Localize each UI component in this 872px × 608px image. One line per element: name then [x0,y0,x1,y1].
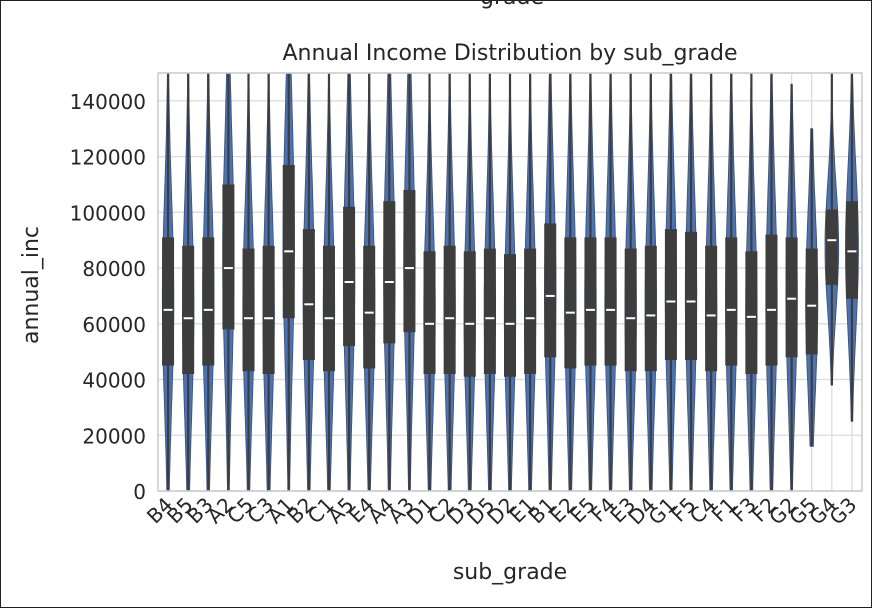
violin-iqr-box [443,245,456,374]
violin-D2 [503,72,517,492]
violin-G1 [664,72,677,492]
violin-iqr-box [363,245,376,369]
violin-iqr-box [483,248,496,374]
violin-iqr-box [785,237,798,358]
figure-suptitle: grade [480,0,544,10]
violin-iqr-box [805,248,818,355]
y-tick-label: 0 [133,480,146,504]
violin-iqr-box [705,245,718,372]
y-tick-label: 40000 [82,369,146,393]
violin-iqr-box [202,237,215,366]
violin-iqr-box [644,245,657,372]
violin-C4 [705,72,718,492]
x-tick-label: G3 [825,493,862,530]
violin-A5 [342,72,356,492]
violin-F1 [725,72,738,492]
violin-iqr-box [725,237,738,366]
violin-D1 [423,72,436,492]
violin-D4 [644,72,657,492]
violin-B5 [181,72,195,492]
violin-F5 [684,72,698,492]
violin-iqr-box [242,248,255,372]
violin-iqr-box [302,229,315,361]
violin-iqr-box [825,209,838,285]
violin-A2 [222,72,235,492]
violin-D5 [483,72,497,492]
violin-A1 [282,72,295,492]
violin-iqr-box [343,206,356,347]
violin-iqr-box [423,251,436,374]
y-tick-label: 120000 [70,146,146,170]
violin-E2 [564,72,577,492]
chart-title: Annual Income Distribution by sub_grade [282,41,737,66]
violin-C1 [322,72,336,492]
violin-layer [161,72,859,492]
violin-E3 [624,72,637,492]
x-axis-label: sub_grade [453,560,567,585]
violin-iqr-box [403,190,416,333]
violin-iqr-box [604,237,617,366]
violin-F4 [604,72,617,492]
y-tick-label: 60000 [82,313,146,337]
violin-iqr-box [685,231,698,361]
violin-G5 [805,128,819,447]
violin-F2 [765,72,778,492]
violin-G3 [844,72,859,422]
violin-iqr-box [383,201,396,344]
violin-iqr-box [765,234,778,366]
violin-E5 [584,72,597,492]
violin-iqr-box [584,237,597,366]
violin-iqr-box [564,237,577,369]
violin-iqr-box [524,248,537,374]
y-tick-label: 100000 [70,201,146,225]
violin-G4 [824,72,840,386]
violin-A4 [383,72,396,492]
x-axis-ticks: B4B5B3A2C5C3A1B2C1A5E4A4A3D1C2D3D5D2E1B1… [142,493,862,530]
violin-iqr-box [222,184,235,330]
violin-iqr-box [845,201,858,299]
violin-iqr-box [504,254,516,377]
violin-E4 [363,72,376,492]
plot-area-border [157,72,863,492]
violin-C2 [443,72,456,492]
violin-E1 [524,72,537,492]
violin-F3 [745,72,758,492]
violin-A3 [403,72,416,492]
violin-iqr-box [282,164,295,319]
violin-B3 [202,72,215,492]
y-tick-label: 80000 [82,257,146,281]
y-axis-label: annual_inc [19,226,44,344]
violin-iqr-box [463,251,476,377]
y-tick-label: 20000 [82,424,146,448]
violin-iqr-box [544,223,557,358]
violin-C5 [242,72,255,492]
violin-iqr-box [322,245,335,372]
violin-B2 [302,72,316,492]
violin-iqr-box [262,245,275,374]
violin-iqr-box [162,237,175,366]
violin-B4 [161,72,175,492]
violin-B1 [544,72,557,492]
y-tick-label: 140000 [70,90,146,114]
violin-iqr-box [182,245,195,374]
violin-iqr-box [624,248,637,372]
y-axis-ticks: 0 20000 40000 60000 80000 100000 120000 140000 [70,90,146,504]
violin-D3 [463,72,476,492]
violin-G2 [785,83,798,492]
violin-C3 [262,72,275,492]
violin-iqr-box [664,229,677,361]
violin-iqr-box [745,251,758,374]
